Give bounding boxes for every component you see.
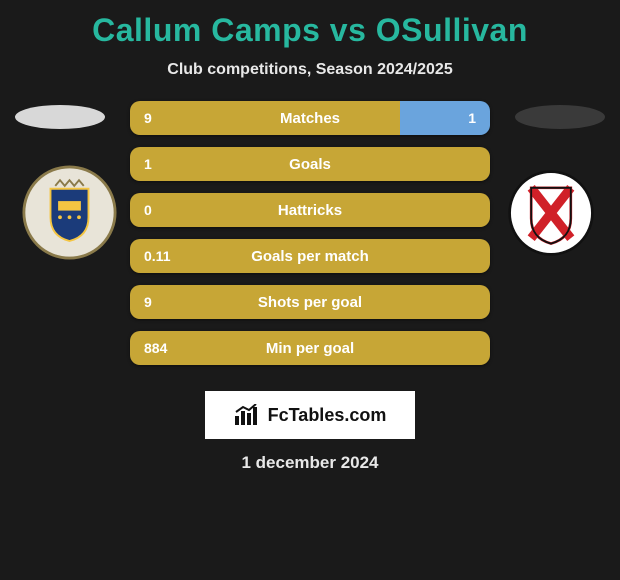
brand-chart-icon xyxy=(234,404,260,426)
crest-left-icon xyxy=(22,165,117,260)
stat-left-value: 0.11 xyxy=(130,239,490,273)
comparison-body: 91Matches1Goals0Hattricks0.11Goals per m… xyxy=(0,101,620,371)
snapshot-date: 1 december 2024 xyxy=(0,453,620,473)
player-left-marker xyxy=(15,105,105,129)
stat-row-goals-per-match: 0.11Goals per match xyxy=(130,239,490,273)
brand-text: FcTables.com xyxy=(268,405,387,426)
stat-left-number: 884 xyxy=(144,340,167,356)
stat-left-number: 0.11 xyxy=(144,248,170,264)
stat-row-hattricks: 0Hattricks xyxy=(130,193,490,227)
player-right-marker xyxy=(515,105,605,129)
stat-left-number: 9 xyxy=(144,110,152,126)
stat-bars: 91Matches1Goals0Hattricks0.11Goals per m… xyxy=(130,101,490,377)
stat-left-value: 9 xyxy=(130,101,400,135)
stat-row-min-per-goal: 884Min per goal xyxy=(130,331,490,365)
stat-left-number: 0 xyxy=(144,202,152,218)
stat-right-value: 1 xyxy=(400,101,490,135)
stat-row-matches: 91Matches xyxy=(130,101,490,135)
stat-left-value: 1 xyxy=(130,147,490,181)
crest-right-icon xyxy=(506,168,596,258)
stat-right-number: 1 xyxy=(468,110,476,126)
comparison-title: Callum Camps vs OSullivan xyxy=(0,0,620,49)
stat-left-value: 0 xyxy=(130,193,490,227)
comparison-subtitle: Club competitions, Season 2024/2025 xyxy=(0,61,620,79)
stat-left-number: 1 xyxy=(144,156,152,172)
stat-row-shots-per-goal: 9Shots per goal xyxy=(130,285,490,319)
brand-banner[interactable]: FcTables.com xyxy=(205,391,415,439)
stat-left-number: 9 xyxy=(144,294,152,310)
club-badge-right xyxy=(503,165,598,260)
club-badge-left xyxy=(22,165,117,260)
stat-left-value: 884 xyxy=(130,331,490,365)
stat-left-value: 9 xyxy=(130,285,490,319)
stat-row-goals: 1Goals xyxy=(130,147,490,181)
